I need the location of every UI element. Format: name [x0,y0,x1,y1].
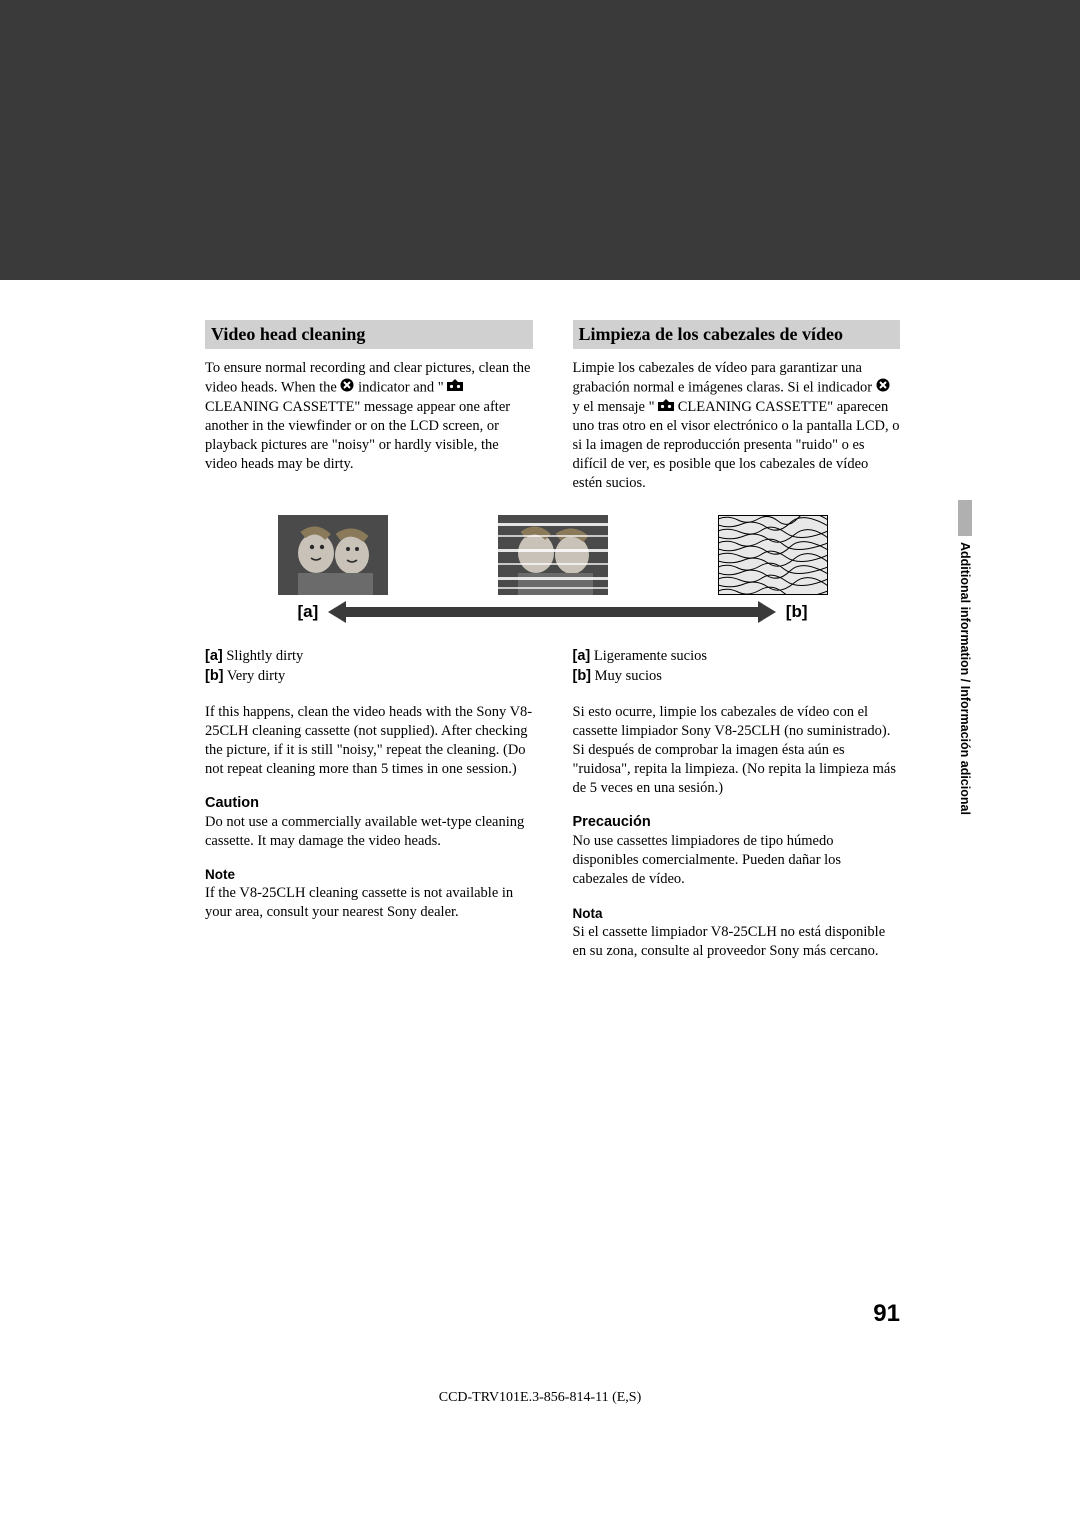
arrow-bar [346,607,758,617]
legend-a-es: Ligeramente sucios [594,648,707,664]
cassette-icon [658,398,674,417]
note-heading-es: Nota [573,906,901,921]
note-text-es: Si el cassette limpiador V8-25CLH no est… [573,923,901,961]
para1c-en: CLEANING CASSETTE" message appear one af… [205,399,510,472]
lower-col-english: [a] Slightly dirty [b] Very dirty If thi… [205,623,533,960]
warning-circle-icon [340,378,354,398]
arrow-right-tip-icon [758,601,776,623]
figure-row [205,515,900,595]
legend-english: [a] Slightly dirty [b] Very dirty [205,647,533,686]
label-a: [a] [298,602,319,622]
para1b-en: indicator and " [358,379,447,395]
column-spanish: Limpieza de los cabezales de vídeo Limpi… [573,320,901,493]
caution-text-es: No use cassettes limpiadores de tipo húm… [573,832,901,889]
caution-text-en: Do not use a commercially available wet-… [205,813,533,851]
figure-very-dirty [718,515,828,595]
side-tab-label: Additional information / Información adi… [958,542,972,815]
para1-english: To ensure normal recording and clear pic… [205,359,533,475]
top-dark-band [0,0,1080,280]
para1-spanish: Limpie los cabezales de vídeo para garan… [573,359,901,494]
page-content: Video head cleaning To ensure normal rec… [0,280,1080,961]
legend-b-es: Muy sucios [595,668,662,684]
lower-col-spanish: [a] Ligeramente sucios [b] Muy sucios Si… [573,623,901,960]
side-tab: Additional information / Información adi… [958,500,972,910]
column-english: Video head cleaning To ensure normal rec… [205,320,533,493]
label-b: [b] [786,602,808,622]
para2-es: Si esto ocurre, limpie los cabezales de … [573,703,901,799]
legend-spanish: [a] Ligeramente sucios [b] Muy sucios [573,647,901,686]
figure-clean [278,515,388,595]
heading-spanish: Limpieza de los cabezales de vídeo [573,320,901,349]
note-text-en: If the V8-25CLH cleaning cassette is not… [205,884,533,922]
note-heading-en: Note [205,867,533,882]
caution-heading-es: Precaución [573,814,901,830]
cassette-icon [447,378,463,397]
legend-a-en: Slightly dirty [226,648,303,664]
ab-arrow-row: [a] [b] [288,601,818,623]
legend-b-en: Very dirty [227,668,285,684]
para1a-es: Limpie los cabezales de vídeo para garan… [573,360,876,396]
caution-heading-en: Caution [205,795,533,811]
para2-en: If this happens, clean the video heads w… [205,703,533,780]
heading-english: Video head cleaning [205,320,533,349]
side-tab-marker [958,500,972,536]
arrow-left-tip-icon [328,601,346,623]
para1b-es: y el mensaje " [573,399,659,415]
warning-circle-icon [876,378,890,398]
footer-text: CCD-TRV101E.3-856-814-11 (E,S) [0,1390,1080,1406]
figure-slightly-dirty [498,515,608,595]
page-number: 91 [873,1300,900,1328]
